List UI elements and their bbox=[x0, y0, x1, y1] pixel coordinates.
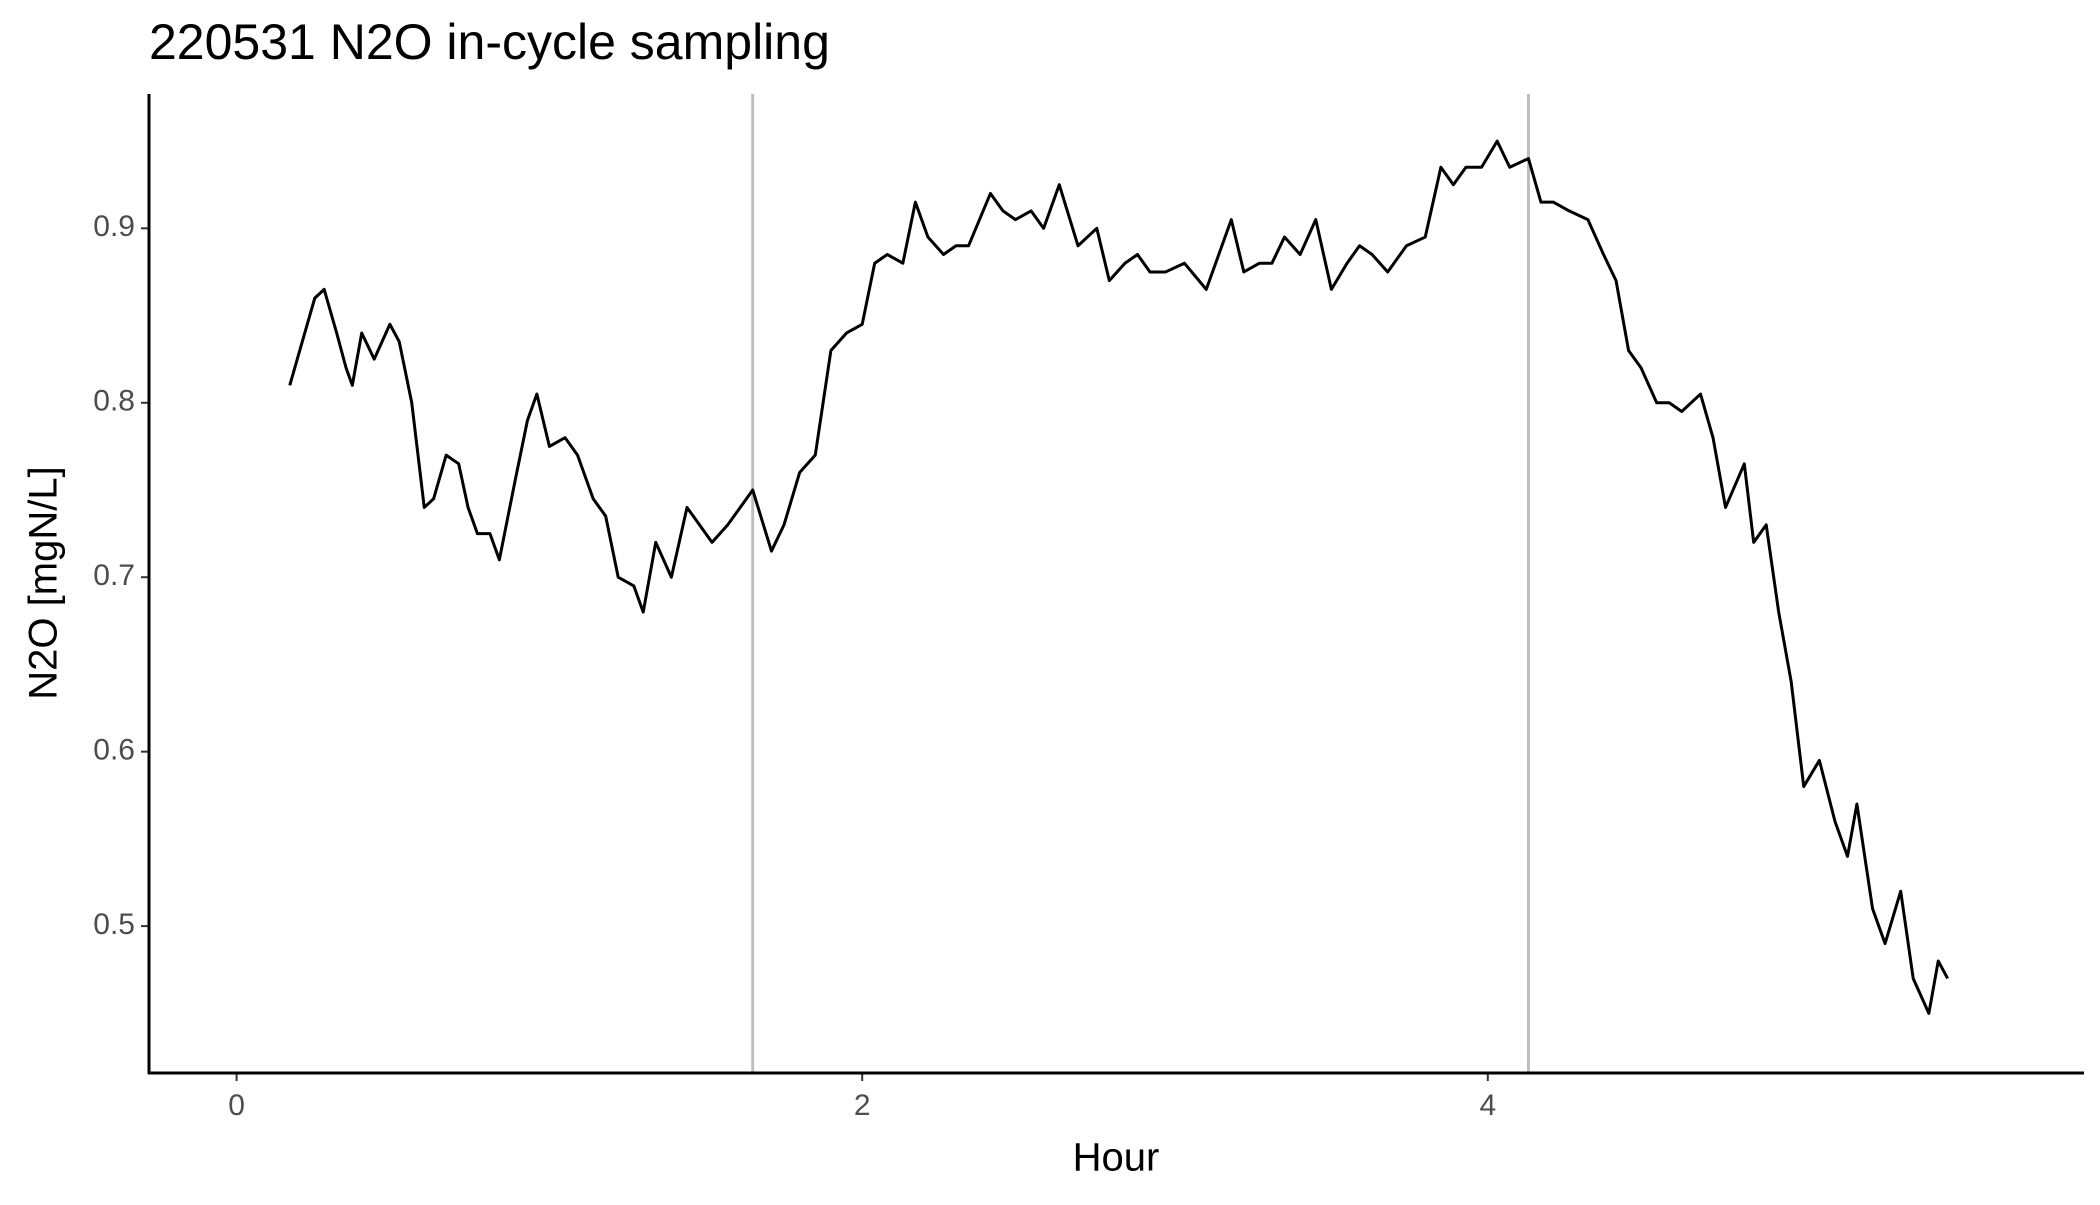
x-tick-label: 0 bbox=[228, 1089, 245, 1122]
chart-title: 220531 N2O in-cycle sampling bbox=[149, 14, 830, 70]
y-tick-label: 0.5 bbox=[93, 908, 135, 941]
y-tick-label: 0.9 bbox=[93, 210, 135, 243]
x-axis-title: Hour bbox=[1073, 1136, 1160, 1180]
y-tick-label: 0.7 bbox=[93, 559, 135, 592]
y-tick-label: 0.6 bbox=[93, 734, 135, 767]
x-tick-label: 4 bbox=[1479, 1089, 1496, 1122]
data-line bbox=[288, 139, 1949, 1015]
x-tick-label: 2 bbox=[854, 1089, 871, 1122]
y-tick-label: 0.8 bbox=[93, 385, 135, 418]
y-axis-title: N2O [mgN/L] bbox=[22, 466, 66, 699]
